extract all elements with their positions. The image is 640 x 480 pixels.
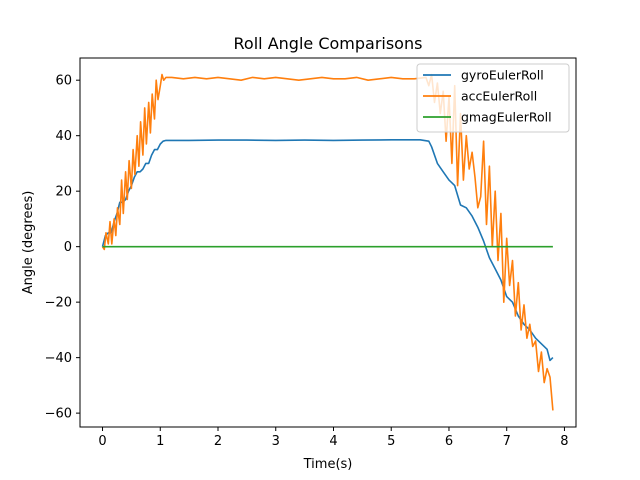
- y-tick-label: 40: [55, 129, 72, 144]
- legend: gyroEulerRoll accEulerRoll gmagEulerRoll: [416, 63, 570, 133]
- legend-label: gyroEulerRoll: [461, 68, 544, 83]
- x-tick-label: 5: [387, 434, 395, 449]
- y-tick-label: −40: [45, 351, 72, 366]
- x-tick-label: 8: [560, 434, 568, 449]
- x-axis-title: Time(s): [303, 457, 353, 472]
- y-tick-label: 0: [64, 240, 72, 255]
- x-tick-label: 1: [156, 434, 164, 449]
- x-tick-label: 3: [272, 434, 280, 449]
- plot-area: [101, 73, 554, 411]
- series-line-accEulerRoll: [101, 73, 554, 411]
- y-tick-label: 20: [55, 185, 72, 200]
- y-axis-title: Angle (degrees): [21, 191, 36, 295]
- x-tick-label: 0: [98, 434, 106, 449]
- legend-box: [416, 63, 570, 133]
- axes-frame: [79, 57, 577, 428]
- x-tick-label: 2: [214, 434, 222, 449]
- y-tick-label: −60: [45, 407, 72, 422]
- x-tick-label: 6: [445, 434, 453, 449]
- y-tick-label: 60: [55, 74, 72, 89]
- y-tick-label: −20: [45, 296, 72, 311]
- legend-label: accEulerRoll: [461, 89, 537, 104]
- chart-title: Roll Angle Comparisons: [234, 34, 423, 53]
- legend-label: gmagEulerRoll: [461, 110, 552, 125]
- x-tick-label: 7: [503, 434, 511, 449]
- x-tick-label: 4: [329, 434, 337, 449]
